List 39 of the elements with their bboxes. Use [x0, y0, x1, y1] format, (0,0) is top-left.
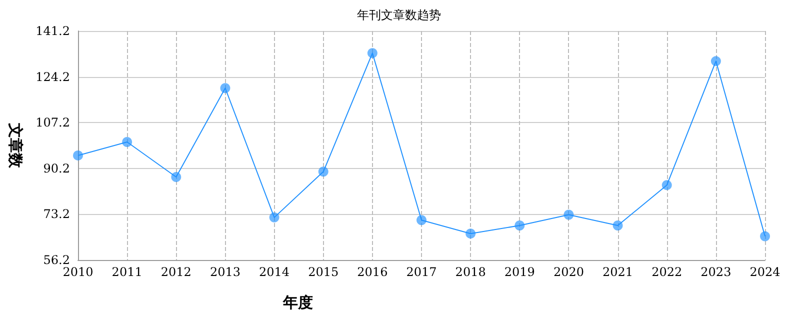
point — [760, 231, 770, 242]
x-tick-label: 2016 — [357, 265, 388, 279]
chart-title: 年刊文章数趋势 — [357, 8, 441, 22]
y-tick-label: 56.2 — [43, 253, 70, 267]
x-tick-label: 2022 — [652, 265, 682, 279]
point — [269, 212, 280, 222]
point — [710, 56, 721, 66]
point — [220, 83, 230, 94]
point — [662, 180, 672, 190]
point — [367, 48, 378, 58]
x-tick-label: 2011 — [112, 265, 142, 279]
y-tick-label: 107.2 — [36, 116, 70, 130]
point — [416, 215, 426, 226]
y-axis-title: 文章数 — [6, 122, 24, 169]
point — [122, 137, 132, 147]
x-axis-title: 年度 — [282, 294, 313, 312]
x-tick-label: 2015 — [308, 265, 339, 279]
point — [466, 228, 476, 239]
y-tick-label: 73.2 — [43, 207, 70, 222]
x-tick-label: 2019 — [504, 265, 535, 279]
x-tick-label: 2013 — [210, 265, 240, 279]
point — [171, 172, 182, 182]
x-tick-label: 2023 — [700, 265, 732, 279]
x-tick-label: 2010 — [62, 265, 94, 279]
x-tick-label: 2018 — [455, 265, 486, 279]
x-tick-label: 2014 — [259, 265, 290, 279]
point — [612, 220, 623, 231]
x-tick-label: 2017 — [406, 265, 437, 279]
x-tick-label: 2024 — [750, 265, 781, 279]
point — [564, 210, 574, 220]
y-tick-label: 141.2 — [36, 24, 70, 38]
x-tick-label: 2020 — [553, 265, 584, 279]
point — [514, 220, 525, 231]
point — [318, 166, 328, 177]
y-tick-label: 124.2 — [36, 70, 70, 84]
y-tick-label: 90.2 — [43, 161, 70, 176]
point — [73, 150, 83, 160]
x-tick-label: 2021 — [602, 265, 634, 279]
x-tick-label: 2012 — [160, 265, 192, 279]
